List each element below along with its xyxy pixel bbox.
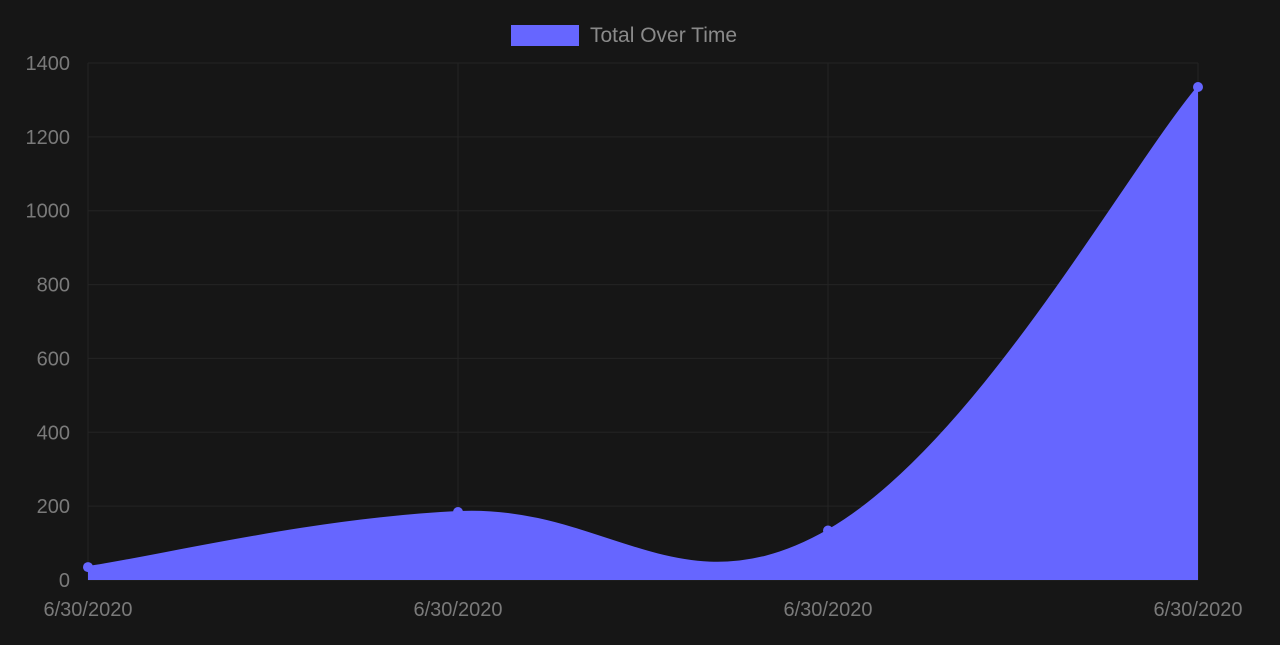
legend-swatch[interactable]	[511, 25, 579, 46]
legend[interactable]: Total Over Time	[511, 24, 737, 47]
series-area-layer	[87, 86, 1199, 580]
y-tick-label: 200	[37, 496, 70, 518]
y-tick-label: 600	[37, 348, 70, 370]
legend-label[interactable]: Total Over Time	[590, 24, 737, 47]
x-axis-ticks: 6/30/2020 6/30/2020 6/30/2020 6/30/2020	[44, 599, 1243, 621]
series-line	[87, 86, 1199, 569]
data-points-layer	[83, 82, 1203, 573]
x-tick-label: 6/30/2020	[1154, 599, 1243, 621]
data-point[interactable]	[83, 562, 93, 573]
y-tick-label: 1200	[26, 127, 71, 149]
y-tick-label: 1000	[26, 201, 71, 223]
y-tick-label: 1400	[26, 53, 71, 75]
data-point[interactable]	[823, 525, 833, 536]
x-tick-label: 6/30/2020	[414, 599, 503, 621]
y-axis-ticks: 0 200 400 600 800 1000 1200 1400	[26, 53, 71, 592]
data-point[interactable]	[1193, 82, 1203, 93]
x-tick-label: 6/30/2020	[44, 599, 133, 621]
y-tick-label: 400	[37, 422, 70, 444]
y-tick-label: 800	[37, 275, 70, 297]
x-tick-label: 6/30/2020	[784, 599, 873, 621]
data-point[interactable]	[453, 507, 463, 518]
y-tick-label: 0	[59, 570, 70, 592]
